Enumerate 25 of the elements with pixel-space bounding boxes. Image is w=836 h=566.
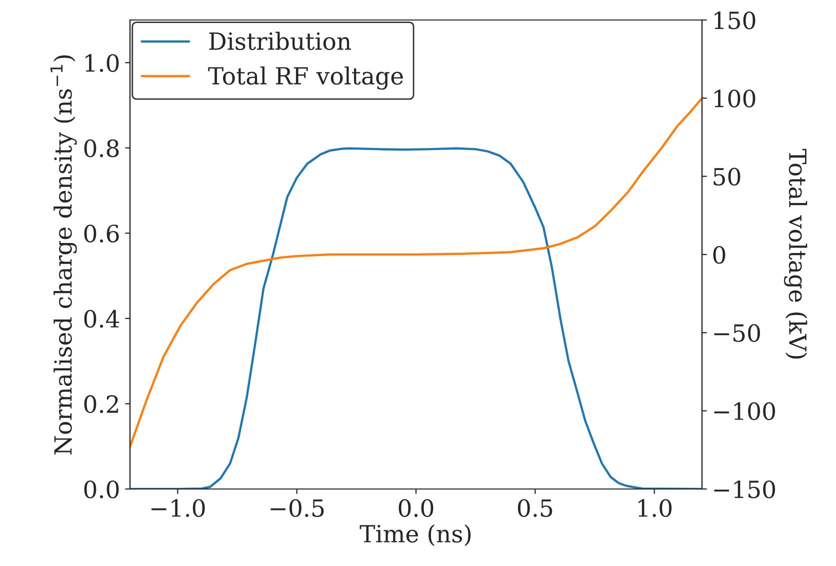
y2-tick-label: −100 [714, 402, 776, 420]
legend-label: Distribution [209, 32, 351, 50]
y-tick-label: 0.0 [84, 480, 119, 498]
x-axis-title: Time (ns) [360, 524, 471, 546]
y-axis-title: Normalised charge density (ns$^{−1}$) [50, 55, 77, 455]
line-series [130, 97, 702, 448]
y2-tick-label: 150 [714, 11, 756, 30]
y-tick-label: 0.2 [84, 395, 118, 414]
y-tick-label: 0.4 [84, 310, 120, 328]
x-tick-label: 1.0 [638, 499, 672, 517]
x-tick-label: −0.5 [270, 499, 324, 517]
y2-tick-label: −150 [714, 480, 776, 498]
y2-tick-label: −50 [714, 324, 760, 342]
y2-tick-label: 0 [713, 246, 726, 264]
x-tick-label: 0.0 [398, 499, 434, 517]
y-tick-label: 0.6 [84, 224, 119, 242]
y2-tick-label: 50 [714, 168, 740, 186]
y-tick-label: 1.0 [86, 54, 119, 72]
y2-tick-label: 100 [714, 90, 756, 108]
x-tick-label: −1.0 [152, 499, 205, 517]
legend-label: Total RF voltage [208, 66, 403, 90]
x-tick-label: 0.5 [518, 499, 552, 517]
y2-axis-title: Total voltage (kV) [784, 148, 808, 359]
line-series [130, 147, 702, 489]
y-tick-label: 0.8 [84, 139, 119, 158]
